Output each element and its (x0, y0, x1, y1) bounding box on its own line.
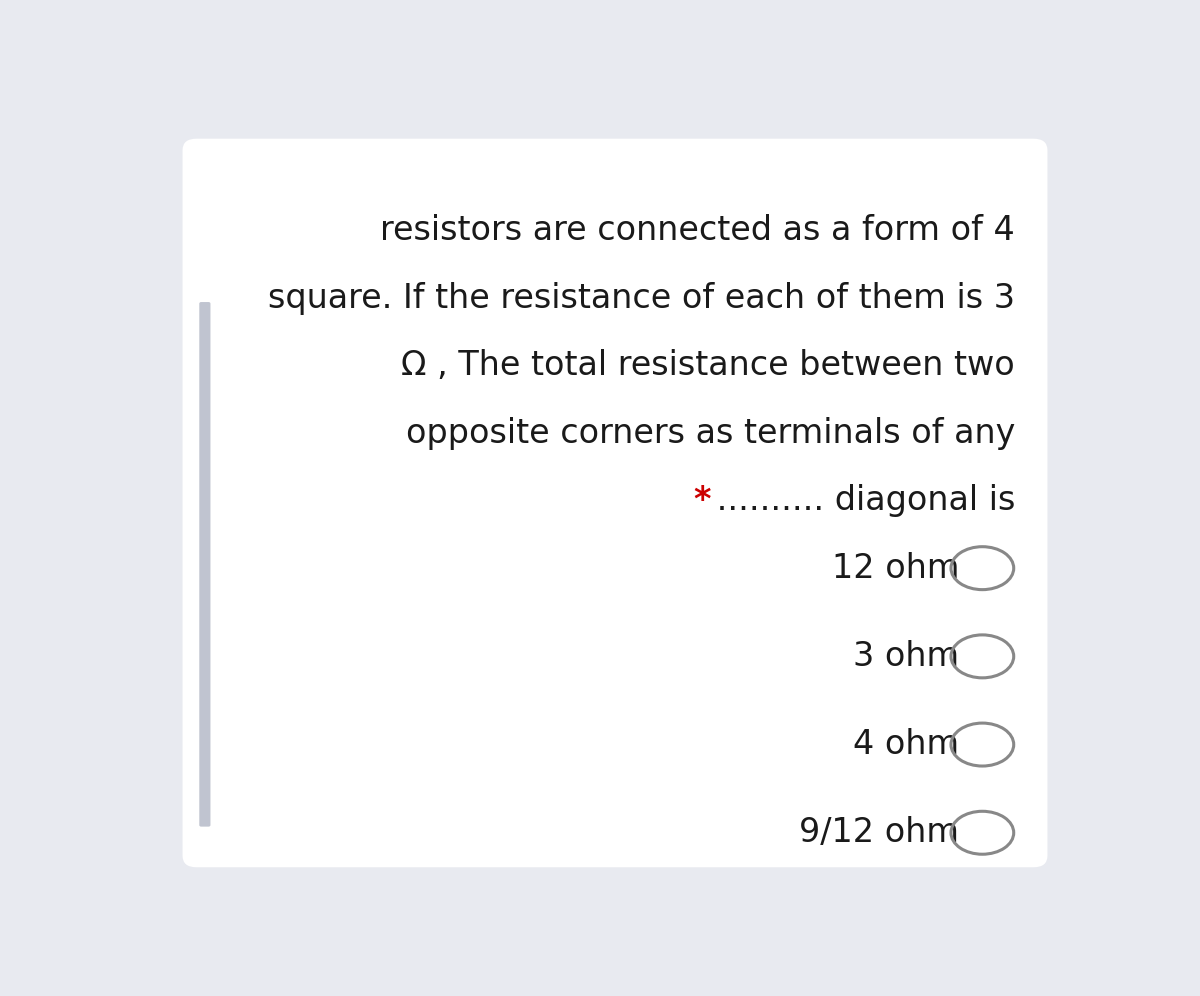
Text: resistors are connected as a form of 4: resistors are connected as a form of 4 (380, 214, 1015, 247)
Text: 12 ohm: 12 ohm (832, 552, 959, 585)
FancyBboxPatch shape (199, 302, 210, 827)
Text: 4 ohm: 4 ohm (853, 728, 959, 761)
Text: opposite corners as terminals of any: opposite corners as terminals of any (406, 416, 1015, 449)
Text: Ω , The total resistance between two: Ω , The total resistance between two (401, 350, 1015, 382)
Text: square. If the resistance of each of them is 3: square. If the resistance of each of the… (268, 282, 1015, 315)
Text: *: * (694, 484, 712, 517)
Text: 3 ohm: 3 ohm (853, 639, 959, 673)
FancyBboxPatch shape (182, 138, 1048, 868)
Text: 9/12 ohm: 9/12 ohm (799, 817, 959, 850)
Text: .......... diagonal is: .......... diagonal is (706, 484, 1015, 517)
